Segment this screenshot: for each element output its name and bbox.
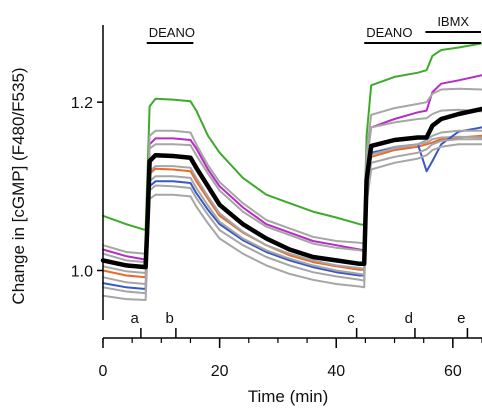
series-line-8 bbox=[102, 126, 482, 290]
series-line-3 bbox=[102, 87, 482, 255]
series-line-2 bbox=[102, 74, 482, 261]
y-axis-title: Change in [cGMP] (F480/F535) bbox=[9, 67, 28, 304]
series-line-10 bbox=[102, 138, 482, 295]
series-line-4 bbox=[102, 108, 482, 264]
x-tick-label: 0 bbox=[99, 363, 108, 380]
axes-layer: 1.0 1.2 0 20 40 60 bbox=[71, 25, 482, 380]
y-tick-label: 1.2 bbox=[71, 95, 93, 112]
series-line-9 bbox=[102, 129, 482, 285]
x-tick-label: 40 bbox=[327, 363, 345, 380]
x-axis-title: Time (min) bbox=[248, 387, 329, 406]
x-tick-label: 60 bbox=[444, 363, 462, 380]
marker-label: a bbox=[131, 310, 140, 327]
marker-label: c bbox=[347, 310, 355, 327]
marker-label: d bbox=[405, 310, 413, 327]
stimulus-bar-label: DEANO bbox=[366, 25, 412, 40]
time-markers: a b c d e bbox=[131, 310, 469, 338]
series-line-1 bbox=[102, 42, 482, 232]
marker-label: e bbox=[457, 310, 465, 327]
series-line-11 bbox=[102, 143, 482, 301]
marker-label: b bbox=[166, 310, 174, 327]
x-tick-label: 20 bbox=[211, 363, 229, 380]
series-line-6 bbox=[102, 134, 482, 279]
stimulus-bar-label: DEANO bbox=[149, 25, 195, 40]
y-tick-label: 1.0 bbox=[71, 264, 93, 281]
stimulus-bars: DEANO DEANO IBMX bbox=[146, 14, 481, 44]
series-line-5 bbox=[100, 106, 482, 270]
stimulus-bar-label: IBMX bbox=[437, 14, 469, 29]
series-layer bbox=[100, 42, 482, 301]
